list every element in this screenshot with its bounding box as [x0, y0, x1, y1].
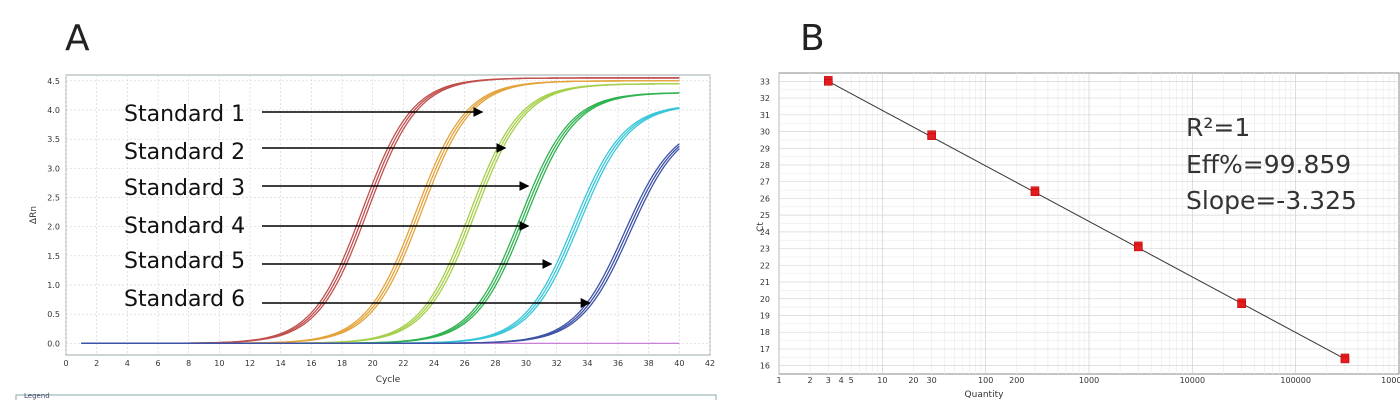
data-point-rep-3 [1030, 189, 1040, 196]
y-tick-label: 1.0 [47, 281, 60, 290]
x-tick-label: 6 [155, 359, 160, 368]
panel-a-label: A [65, 18, 90, 59]
x-axis-label: Cycle [376, 375, 401, 385]
y-tick-label: 25 [760, 211, 770, 220]
x-tick-label: 36 [613, 359, 623, 368]
y-tick-label: 20 [760, 295, 770, 304]
y-axis-label: Ct [756, 222, 766, 232]
y-tick-label: 19 [760, 311, 770, 320]
standard-label-5: Standard 5 [124, 249, 245, 274]
stat-annotation-2: Eff%=99.859 [1186, 150, 1351, 179]
x-tick-label: 4 [839, 376, 844, 385]
x-tick-label: 30 [521, 359, 531, 368]
fit-line [828, 80, 1346, 360]
y-tick-label: 27 [760, 178, 770, 187]
y-tick-label: 21 [760, 278, 770, 287]
y-tick-label: 0.0 [47, 339, 60, 348]
panel-b-label: B [800, 18, 825, 59]
x-tick-label: 38 [644, 359, 654, 368]
x-tick-label: 10 [877, 376, 887, 385]
x-tick-label: 1000 [1079, 376, 1099, 385]
legend-box [15, 394, 717, 400]
data-point-rep-1 [824, 79, 833, 86]
data-point-rep-5 [1237, 301, 1246, 309]
x-tick-label: 14 [276, 359, 286, 368]
y-tick-label: 3.0 [47, 164, 60, 173]
standard-label-4: Standard 4 [124, 214, 245, 239]
x-tick-label: 2 [808, 376, 813, 385]
y-tick-label: 2.0 [47, 223, 60, 232]
y-tick-label: 32 [760, 94, 770, 103]
y-tick-label: 24 [760, 228, 770, 237]
y-tick-label: 18 [760, 328, 770, 337]
y-tick-label: 23 [760, 245, 770, 254]
x-tick-label: 12 [245, 359, 255, 368]
y-tick-label: 28 [760, 161, 770, 170]
x-tick-label: 2 [94, 359, 99, 368]
x-tick-label: 34 [582, 359, 592, 368]
stat-annotation-3: Slope=-3.325 [1186, 186, 1357, 215]
x-tick-label: 8 [186, 359, 191, 368]
x-tick-label: 30 [927, 376, 937, 385]
y-tick-label: 4.5 [47, 77, 60, 86]
x-tick-label: 24 [429, 359, 439, 368]
x-tick-label: 26 [460, 359, 470, 368]
y-tick-label: 29 [760, 144, 770, 153]
x-tick-label: 16 [306, 359, 316, 368]
x-tick-label: 42 [705, 359, 715, 368]
standard-label-3: Standard 3 [124, 176, 245, 201]
data-point-rep-6 [1340, 356, 1350, 364]
x-tick-label: 10000 [1180, 376, 1205, 385]
stat-annotation-1: R²=1 [1186, 113, 1250, 142]
x-tick-label: 32 [552, 359, 562, 368]
y-tick-label: 0.5 [47, 310, 60, 319]
standard-label-2: Standard 2 [124, 140, 245, 165]
y-tick-label: 26 [760, 194, 770, 203]
y-tick-label: 17 [760, 345, 770, 354]
y-tick-label: 2.5 [47, 194, 60, 203]
legend-title: Legend [24, 392, 50, 400]
x-tick-label: 20 [368, 359, 378, 368]
standard-label-6: Standard 6 [124, 287, 245, 312]
x-tick-label: 3 [826, 376, 831, 385]
y-tick-label: 31 [760, 111, 770, 120]
x-tick-label: 100 [978, 376, 993, 385]
x-tick-label: 100000 [1280, 376, 1311, 385]
x-tick-label: 20 [908, 376, 918, 385]
x-axis-label: Quantity [965, 390, 1005, 400]
y-axis-label: ΔRn [29, 206, 39, 224]
x-tick-label: 1 [776, 376, 781, 385]
y-tick-label: 3.5 [47, 135, 60, 144]
x-tick-label: 4 [125, 359, 130, 368]
y-tick-label: 33 [760, 77, 770, 86]
y-tick-label: 1.5 [47, 252, 60, 261]
x-tick-label: 5 [849, 376, 854, 385]
plot-area-a [65, 74, 711, 356]
series-line-6-rep-3 [81, 148, 680, 344]
y-tick-label: 30 [760, 128, 770, 137]
data-point-rep-4 [1134, 244, 1143, 252]
y-tick-label: 22 [760, 261, 770, 270]
y-tick-label: 4.0 [47, 106, 60, 115]
x-tick-label: 28 [490, 359, 500, 368]
x-tick-label: 10 [214, 359, 224, 368]
y-tick-label: 16 [760, 362, 770, 371]
x-tick-label: 200 [1009, 376, 1024, 385]
x-tick-label: 22 [398, 359, 408, 368]
x-tick-label: 18 [337, 359, 347, 368]
x-tick-label: 1000000 [1381, 376, 1400, 385]
standard-label-1: Standard 1 [124, 102, 245, 127]
x-tick-label: 40 [674, 359, 684, 368]
amplification-plot: 0 2 4 6 8 10 12 14 16 18 20 22 24 26 28 30 32 34 36 38 40 420… [15, 74, 717, 400]
data-point-rep-2 [927, 133, 936, 140]
x-tick-label: 0 [63, 359, 68, 368]
